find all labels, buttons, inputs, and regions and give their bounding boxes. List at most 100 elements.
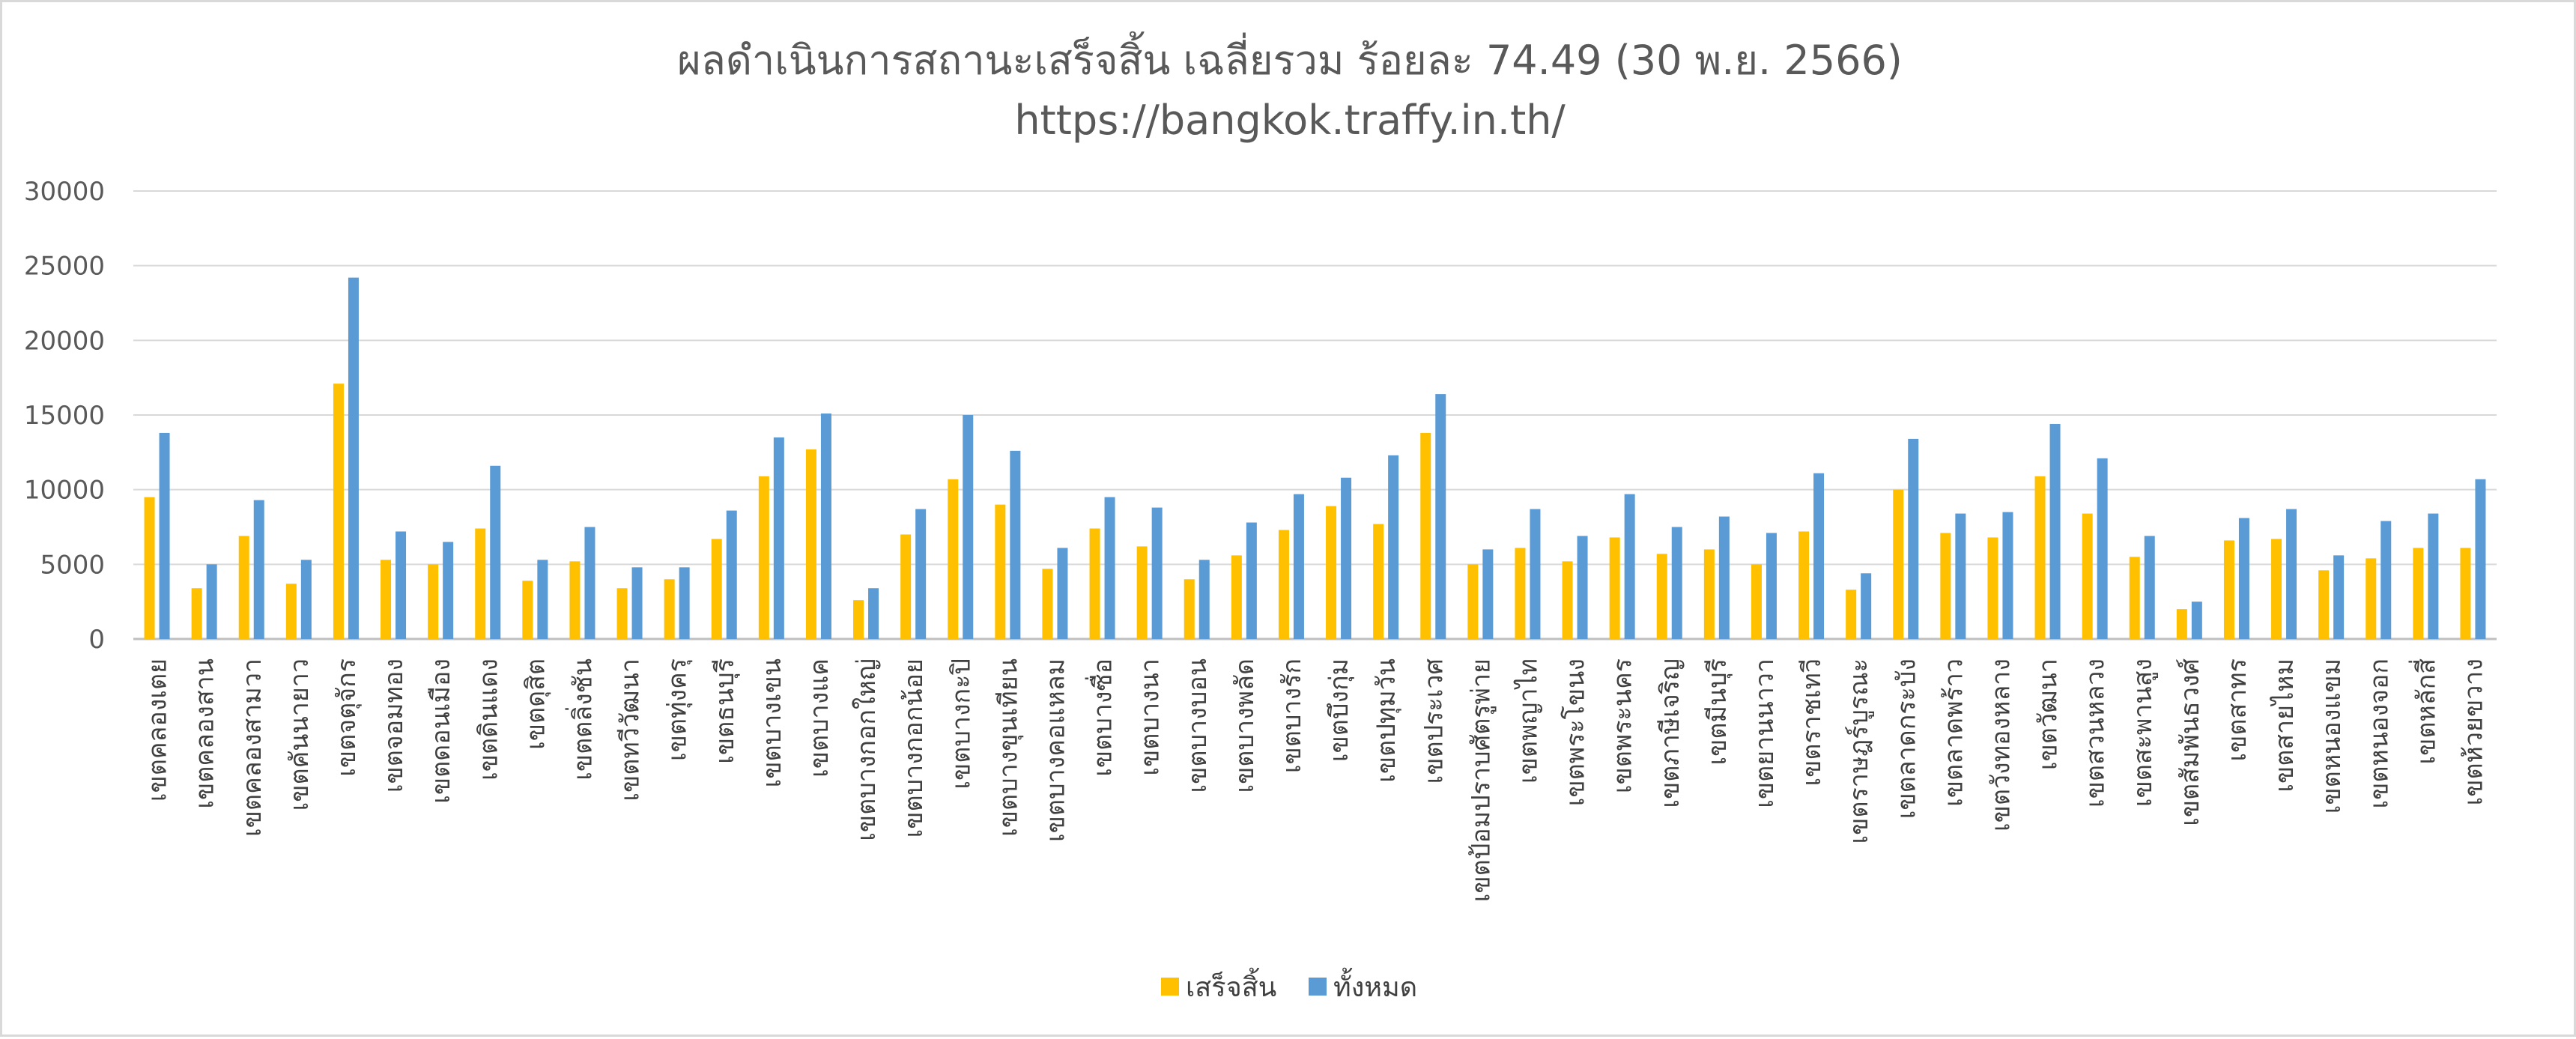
x-category-label: เขตสัมพันธวงศ์ <box>2175 658 2205 826</box>
x-category-label: เขตบึงกุ่ม <box>1324 658 1354 762</box>
x-category-label: เขตวัฒนา <box>2034 658 2064 770</box>
bar-total <box>1104 497 1115 639</box>
bar-total <box>1246 522 1257 639</box>
x-category-label: เขตดินแดง <box>473 658 503 781</box>
bar-total <box>2428 513 2439 639</box>
gridlines <box>133 190 2497 640</box>
x-category-label: เขตคลองสามวา <box>237 658 267 837</box>
bar-completed <box>900 534 912 639</box>
bar-total <box>1151 507 1163 639</box>
bar-completed <box>1703 549 1715 639</box>
bar-completed <box>1987 537 1998 639</box>
bar-completed <box>616 588 628 639</box>
bar-completed <box>853 600 864 639</box>
bar-completed <box>333 384 344 639</box>
y-axis-ticks: 0 5000 10000 15000 20000 25000 30000 <box>24 177 105 655</box>
legend: เสร็จสิ้น ทั้งหมด <box>1161 967 1417 1003</box>
y-tick-label: 20000 <box>24 326 105 356</box>
x-category-label: เขตดุสิต <box>521 658 551 750</box>
chart-subtitle: https://bangkok.traffy.in.th/ <box>1014 97 1566 144</box>
x-category-label: เขตธนบุรี <box>710 658 740 764</box>
y-tick-label: 25000 <box>24 252 105 282</box>
legend-swatch-completed <box>1161 978 1179 996</box>
x-category-label: เขตประเวศ <box>1419 658 1449 784</box>
bar-total <box>820 414 831 639</box>
bar-total <box>1435 394 1446 639</box>
x-category-label: เขตดอนเมือง <box>426 658 456 804</box>
bar-total <box>1057 548 1068 639</box>
bar-completed <box>758 476 769 639</box>
bar-completed <box>1373 524 1384 639</box>
bar-completed <box>1846 590 1857 639</box>
x-category-label: เขตบางเขน <box>757 658 787 787</box>
x-category-label: เขตบางแค <box>804 658 834 778</box>
x-category-label: เขตพระโขนง <box>1561 658 1591 806</box>
x-category-label: เขตหลักสี่ <box>2408 658 2441 765</box>
bar-total <box>2286 509 2297 639</box>
x-category-label: เขตลาดกระบัง <box>1891 658 1921 819</box>
bar-total <box>631 567 643 639</box>
bar-completed <box>428 564 439 639</box>
bar-total <box>915 509 927 639</box>
x-category-label: เขตราษฎร์บูรณะ <box>1844 658 1874 843</box>
x-category-label: เขตจตุจักร <box>332 658 362 777</box>
bar-completed <box>2366 558 2377 639</box>
bar-total <box>584 527 595 639</box>
bar-completed <box>805 449 816 639</box>
bar-completed <box>2413 548 2424 639</box>
bar-total <box>1624 494 1635 639</box>
bar-completed <box>1326 506 1337 639</box>
bar-total <box>1955 513 1966 639</box>
bar-completed <box>1751 564 1762 639</box>
bar-completed <box>285 584 297 639</box>
bar-total <box>348 277 359 639</box>
bar-total <box>963 415 974 639</box>
bar-total <box>1718 516 1730 639</box>
bar-total <box>396 531 407 639</box>
bar-total <box>1813 473 1825 639</box>
bar-total <box>206 564 217 639</box>
chart-title: ผลดำเนินการสถานะเสร็จสิ้น เฉลี่ยรวม ร้อย… <box>677 31 1903 84</box>
bar-completed <box>995 504 1006 639</box>
x-category-label: เขตบางคอแหลม <box>1040 658 1070 842</box>
x-category-label: เขตสวนหลวง <box>2081 658 2111 808</box>
bar-completed <box>1798 531 1810 639</box>
bar-completed <box>2318 570 2330 639</box>
bar-total <box>2238 518 2249 639</box>
x-category-label: เขตพญาไท <box>1513 658 1543 784</box>
bar-total <box>1577 536 1588 639</box>
bar-completed <box>191 588 202 639</box>
x-axis-labels: เขตคลองเตย เขตคลองสาน เขตคลองสามวา เขตคันนา… <box>143 658 2489 903</box>
bar-total <box>490 465 501 639</box>
x-category-label: เขตบางกอกใหญ่ <box>852 658 882 841</box>
x-category-label: เขตทุ่งครุ <box>663 658 693 761</box>
x-category-label: เขตบางกอกน้อย <box>899 658 929 837</box>
bar-completed <box>1656 554 1667 639</box>
y-tick-label: 15000 <box>24 401 105 431</box>
bar-total <box>2333 555 2345 639</box>
bar-completed <box>1089 528 1100 639</box>
bar-completed <box>948 479 959 639</box>
bar-total <box>773 437 784 639</box>
bar-total <box>1341 477 1352 639</box>
bar-total <box>2475 479 2486 639</box>
x-category-label: เขตสายไหม <box>2270 658 2300 793</box>
x-category-label: เขตคลองสาน <box>190 658 220 809</box>
x-category-label: เขตป้อมปราบศัตรูพ่าย <box>1466 658 1496 902</box>
x-category-label: เขตจอมทอง <box>379 658 409 793</box>
x-category-label: เขตลาดพร้าว <box>1939 658 1969 807</box>
x-category-label: เขตคันนายาว <box>285 658 315 811</box>
x-category-label: เขตบางขุนเทียน <box>993 658 1023 837</box>
bar-total <box>2049 423 2061 639</box>
bar-completed <box>569 561 581 639</box>
bar-completed <box>2460 548 2471 639</box>
legend-label-completed: เสร็จสิ้น <box>1186 967 1276 1003</box>
bar-total <box>1293 494 1304 639</box>
bar-total <box>2144 536 2155 639</box>
x-category-label: เขตมีนบุรี <box>1703 658 1733 765</box>
bar-completed <box>1893 489 1904 639</box>
bar-total <box>443 542 454 639</box>
bar-completed <box>238 536 249 639</box>
bar-total <box>1482 549 1494 639</box>
